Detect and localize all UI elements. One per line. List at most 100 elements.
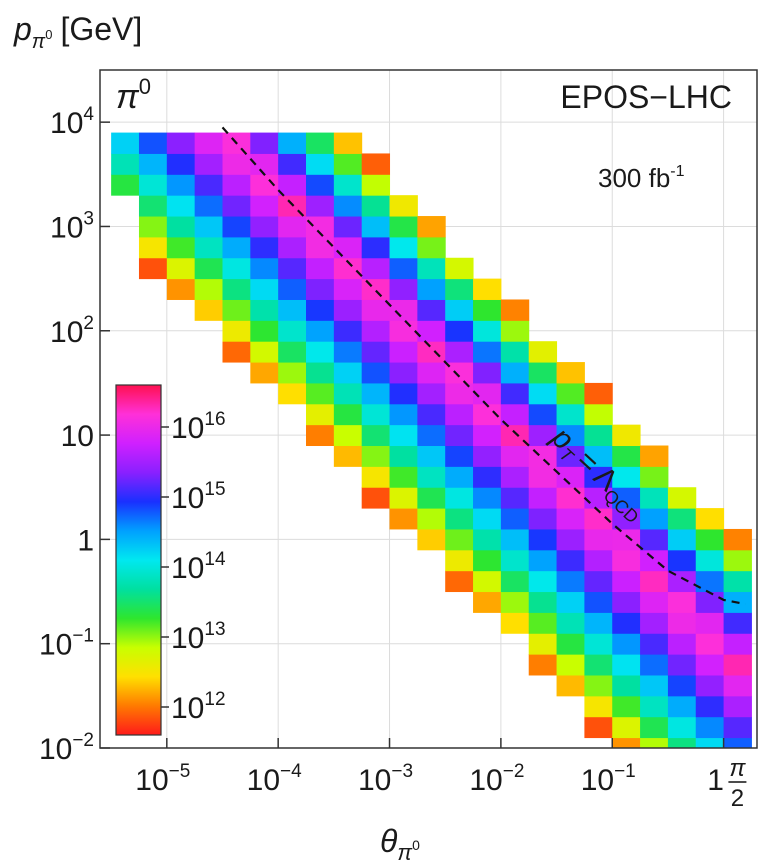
heatmap-bin (667, 674, 697, 697)
heatmap-bin (222, 236, 251, 259)
heatmap-bin (417, 487, 446, 509)
heatmap-bin (612, 528, 641, 551)
heatmap-bin (500, 403, 530, 426)
heatmap-bin (194, 257, 223, 280)
heatmap-bin (278, 216, 307, 238)
heatmap-bin (667, 633, 697, 655)
heatmap-bin (138, 195, 168, 217)
colorbar-tick-label: 1015 (171, 479, 226, 515)
heatmap-bin (695, 528, 725, 551)
heatmap-bin (166, 257, 196, 280)
heatmap-bin (556, 549, 585, 572)
heatmap-bin (278, 132, 307, 154)
heatmap-bin (584, 445, 613, 467)
heatmap-bin (389, 216, 418, 238)
heatmap-bin (584, 403, 613, 426)
x-tick-label: 10−1 (581, 761, 636, 797)
heatmap-bin (306, 257, 335, 280)
heatmap-bin (584, 674, 613, 697)
heatmap-bin (556, 612, 585, 634)
heatmap-bin (473, 570, 502, 593)
heatmap-bin (417, 257, 446, 280)
heatmap-bin (584, 695, 613, 718)
colorbar-tick-label: 1012 (171, 689, 226, 725)
heatmap-bin (278, 257, 307, 280)
heatmap-bin (166, 174, 196, 196)
heatmap-bin (138, 216, 168, 238)
heatmap-bin (194, 236, 223, 259)
heatmap-bin (194, 153, 223, 175)
heatmap-bin (500, 528, 530, 551)
heatmap-bin (333, 362, 363, 384)
heatmap-bin (640, 445, 669, 467)
heatmap-bin (473, 320, 502, 342)
heatmap-bin (445, 278, 474, 300)
heatmap-bin (667, 487, 697, 509)
heatmap-bin (556, 633, 585, 655)
heatmap-bin (667, 591, 697, 613)
heatmap-bin (473, 508, 502, 530)
heatmap-bin (695, 716, 725, 739)
heatmap-bin (417, 528, 446, 551)
heatmap-bin (528, 362, 558, 384)
heatmap-bin (695, 633, 725, 655)
heatmap-bin (584, 508, 613, 530)
heatmap-bin (166, 195, 196, 217)
heatmap-bin (333, 445, 363, 467)
heatmap-bin (166, 236, 196, 259)
heatmap-bin (333, 341, 363, 363)
heatmap-bin (222, 174, 251, 196)
heatmap-bin (333, 153, 363, 175)
heatmap-bin (222, 278, 251, 300)
heatmap-bin (222, 341, 251, 363)
heatmap-bin (389, 341, 418, 363)
heatmap-bin (389, 299, 418, 321)
heatmap-bin (194, 174, 223, 196)
y-tick-label: 1 (77, 524, 94, 557)
heatmap-bin (333, 216, 363, 238)
x-axis-title: θπ0 (380, 823, 420, 863)
heatmap-bin (445, 549, 474, 572)
heatmap-bins (111, 132, 752, 749)
heatmap-bin (417, 445, 446, 467)
colorbar-tick-label: 1013 (171, 619, 226, 655)
heatmap-bin (389, 508, 418, 530)
heatmap-bin (640, 487, 669, 509)
heatmap-bin (306, 424, 335, 447)
heatmap-bin (612, 674, 641, 697)
heatmap-bin (612, 695, 641, 718)
heatmap-bin (445, 257, 474, 280)
heatmap-bin (528, 424, 558, 447)
heatmap-bin (417, 216, 446, 238)
heatmap-bin (278, 278, 307, 300)
heatmap-bin (640, 716, 669, 739)
heatmap-bin (500, 341, 530, 363)
heatmap-bin (417, 299, 446, 321)
y-tick-label: 102 (50, 313, 94, 349)
heatmap-bin (612, 612, 641, 634)
heatmap-bin (528, 341, 558, 363)
heatmap-bin (333, 257, 363, 280)
x-tick-label: 10−3 (358, 761, 413, 797)
heatmap-bin (584, 570, 613, 593)
heatmap-bin (333, 424, 363, 447)
heatmap-bin (500, 570, 530, 593)
heatmap-bin (695, 570, 725, 593)
heatmap-bin (445, 382, 474, 405)
heatmap-bin (306, 341, 335, 363)
heatmap-bin (723, 633, 752, 655)
y-tick-label: 10 (61, 420, 94, 453)
heatmap-bin (528, 612, 558, 634)
heatmap-bin (333, 195, 363, 217)
heatmap-bin (667, 612, 697, 634)
y-tick-label: 103 (50, 208, 94, 244)
heatmap-bin (584, 633, 613, 655)
heatmap-bin (361, 466, 391, 488)
heatmap-bin (333, 299, 363, 321)
heatmap-bin (500, 549, 530, 572)
heatmap-bin (250, 362, 279, 384)
heatmap-bin (640, 466, 669, 488)
heatmap-bin (556, 591, 585, 613)
heatmap-bin (445, 341, 474, 363)
